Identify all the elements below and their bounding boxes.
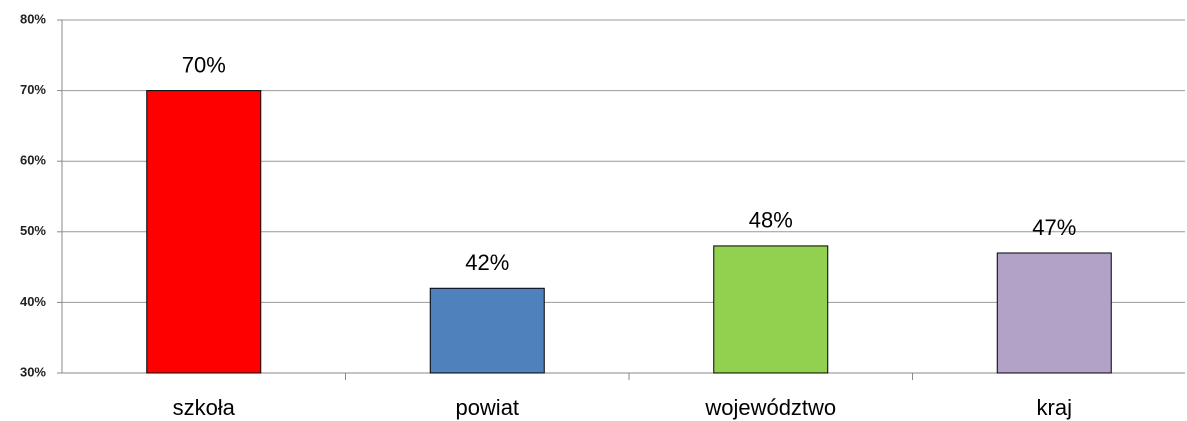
y-tick-label: 30% (20, 364, 46, 379)
y-tick-label: 60% (20, 153, 46, 168)
value-label: 42% (465, 250, 509, 275)
x-tick-label: powiat (455, 395, 519, 420)
value-label: 70% (182, 52, 226, 77)
y-tick-label: 70% (20, 82, 46, 97)
x-tick-label: szkoła (173, 395, 236, 420)
x-tick-label: województwo (704, 395, 836, 420)
bar (146, 90, 262, 374)
value-label: 48% (749, 208, 793, 233)
x-tick-label: kraj (1037, 395, 1072, 420)
bar (713, 245, 829, 374)
y-tick-label: 40% (20, 294, 46, 309)
y-tick-label: 50% (20, 223, 46, 238)
value-label: 47% (1032, 215, 1076, 240)
bar (996, 252, 1112, 374)
y-tick-label: 80% (20, 11, 46, 26)
bar (429, 287, 545, 374)
